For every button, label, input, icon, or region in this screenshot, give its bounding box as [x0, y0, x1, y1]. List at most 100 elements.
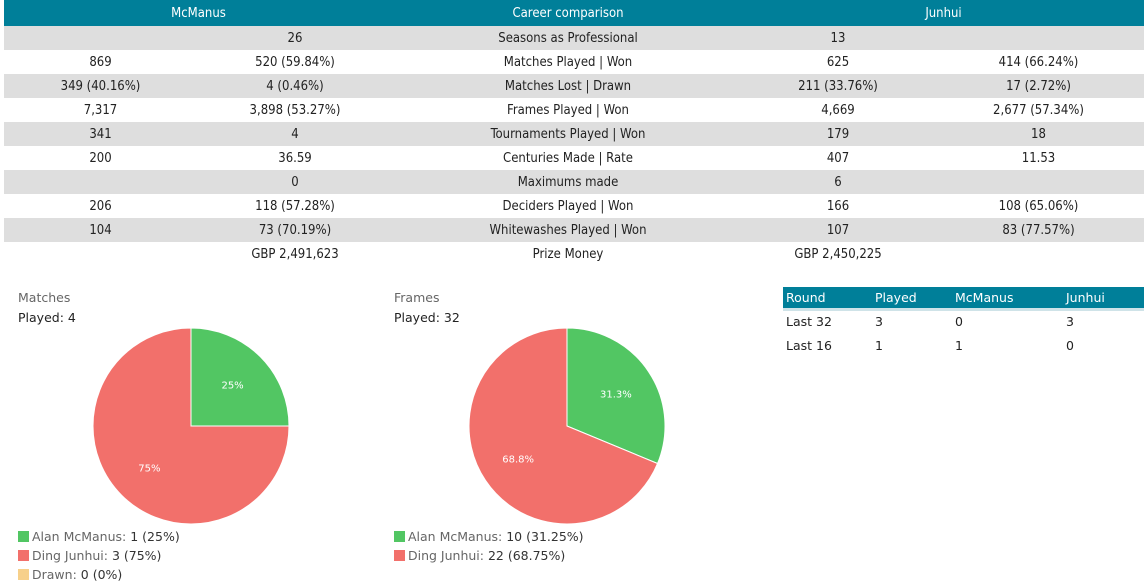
pie-slice-ding-junhui[interactable] [92, 327, 290, 525]
legend-item[interactable]: Alan McManus: 1 (25%) [18, 527, 180, 546]
stat-label: Matches Played | Won [503, 54, 633, 70]
stat-value: 118 (57.28%) [255, 198, 335, 214]
stat-value: 17 (2.72%) [933, 74, 1144, 98]
pie-data-label: 25% [221, 380, 243, 391]
rounds-cell: Last 32 [786, 314, 832, 330]
header-junhui: Junhui [743, 0, 1144, 26]
header-career-comparison: Career comparison [393, 0, 743, 26]
legend-value: 22 (68.75%) [487, 548, 566, 563]
comparison-row: 349 (40.16%) 4 (0.46%) Matches Lost | Draw… [4, 74, 1144, 98]
stat-value: 520 (59.84%) [255, 54, 335, 70]
stat-label: Frames Played | Won [507, 102, 629, 118]
rounds-cell: 0 [955, 314, 963, 330]
legend-item[interactable]: Ding Junhui: 3 (75%) [18, 546, 180, 565]
comparison-row: 26 Seasons as Professional 13 [4, 26, 1144, 50]
stat-value: 414 (66.24%) [998, 54, 1079, 70]
stat-value: 6 [743, 170, 933, 194]
stat-label: Deciders Played | Won [502, 198, 634, 214]
rounds-cell: 3 [1066, 314, 1074, 330]
stat-value: 200 [89, 150, 112, 166]
rounds-row: Last 32 3 0 3 [783, 309, 1144, 333]
stat-value: GBP 2,450,225 [794, 246, 882, 262]
stat-value: 179 [743, 122, 933, 146]
rounds-cell: 1 [955, 337, 963, 353]
rounds-cell: Last 16 [786, 337, 832, 353]
stat-label: Tournaments Played | Won [393, 122, 743, 146]
stat-label: Centuries Made | Rate [503, 150, 633, 166]
stat-value: 3,898 (53.27%) [249, 102, 341, 118]
chart-subtitle: Played: 4 [18, 310, 76, 325]
stat-value [933, 26, 1144, 50]
pie-slice-alan-mcmanus[interactable] [190, 327, 290, 427]
stat-value: 2,677 (57.34%) [993, 102, 1084, 118]
stat-value: 4 (0.46%) [197, 74, 393, 98]
stat-value: 108 (65.06%) [998, 198, 1079, 214]
chart-legend: Alan McManus: 10 (31.25%) Ding Junhui: 22… [394, 527, 584, 565]
stat-label: Maximums made [393, 170, 743, 194]
comparison-row: 206 118 (57.28%) Deciders Played | Won 166 1… [4, 194, 1144, 218]
stat-value: 341 [4, 122, 197, 146]
legend-label: Drawn [32, 567, 73, 582]
stat-value [4, 242, 197, 266]
stat-value: 36.59 [278, 150, 312, 166]
stat-value: 625 [826, 54, 850, 70]
legend-value: 3 (75%) [111, 548, 162, 563]
frames-pie-chart: Frames Played: 32 31.3% 68.8% Alan McManus: … [380, 288, 740, 579]
stat-value [4, 170, 197, 194]
stat-value: 107 [743, 218, 933, 242]
legend-colon: : [103, 548, 112, 563]
rounds-header: Round [783, 287, 872, 311]
stat-value: 83 (77.57%) [933, 218, 1144, 242]
stat-value: 4,669 [821, 102, 855, 118]
legend-swatch [394, 550, 405, 561]
stat-value: 166 [826, 198, 850, 214]
legend-item[interactable]: Ding Junhui: 22 (68.75%) [394, 546, 584, 565]
chart-legend: Alan McManus: 1 (25%) Ding Junhui: 3 (75%… [18, 527, 180, 584]
stat-label: Whitewashes Played | Won [393, 218, 743, 242]
legend-colon: : [498, 529, 507, 544]
pie-data-label: 68.8% [502, 455, 534, 466]
stat-value: 869 [89, 54, 112, 70]
rounds-row: Last 16 1 1 0 [783, 333, 1144, 357]
legend-item[interactable]: Alan McManus: 10 (31.25%) [394, 527, 584, 546]
stat-value: 0 [197, 170, 393, 194]
legend-item[interactable]: Drawn: 0 (0%) [18, 565, 180, 584]
comparison-row: 104 73 (70.19%) Whitewashes Played | Won 10… [4, 218, 1144, 242]
legend-value: 0 (0%) [80, 567, 123, 582]
stat-value: 4 [197, 122, 393, 146]
stat-label: Prize Money [532, 246, 604, 262]
stat-value: 18 [933, 122, 1144, 146]
legend-label: Ding Junhui [408, 548, 480, 563]
rounds-header: Junhui [1063, 287, 1144, 311]
stat-value: 407 [826, 150, 850, 166]
comparison-row: 0 Maximums made 6 [4, 170, 1144, 194]
pie-data-label: 75% [138, 464, 160, 475]
legend-colon: : [122, 529, 131, 544]
rounds-table: Round Played McManus Junhui Last 32 3 0 3 Last … [783, 287, 1144, 357]
legend-swatch [18, 550, 29, 561]
legend-value: 1 (25%) [130, 529, 180, 544]
comparison-row: GBP 2,491,623 Prize Money GBP 2,450,225 [4, 242, 1144, 266]
rounds-cell: 0 [1066, 337, 1074, 353]
comparison-row: 200 36.59 Centuries Made | Rate 407 11.53 [4, 146, 1144, 170]
stat-value: 13 [743, 26, 933, 50]
matches-pie-chart: Matches Played: 4 25% 75% Alan McManus: 1 (2… [4, 288, 364, 582]
stat-label: Seasons as Professional [393, 26, 743, 50]
comparison-row: 7,317 3,898 (53.27%) Frames Played | Won 4,… [4, 98, 1144, 122]
header-mcmanus: McManus [4, 0, 393, 26]
comparison-row: 341 4 Tournaments Played | Won 179 18 [4, 122, 1144, 146]
stat-value: 349 (40.16%) [4, 74, 197, 98]
legend-label: Alan McManus [32, 529, 123, 544]
pie-slice-ding-junhui[interactable] [468, 327, 659, 525]
rounds-cell: 1 [875, 337, 883, 353]
rounds-cell: 3 [875, 314, 883, 330]
stat-value: GBP 2,491,623 [251, 246, 339, 262]
chart-title: Matches [18, 290, 71, 305]
legend-label: Ding Junhui [32, 548, 104, 563]
legend-label: Alan McManus [408, 529, 499, 544]
pie-slice-alan-mcmanus[interactable] [566, 327, 666, 465]
chart-title: Frames [394, 290, 440, 305]
rounds-header: Played [872, 287, 952, 311]
stat-value: 73 (70.19%) [197, 218, 393, 242]
legend-swatch [18, 569, 29, 580]
